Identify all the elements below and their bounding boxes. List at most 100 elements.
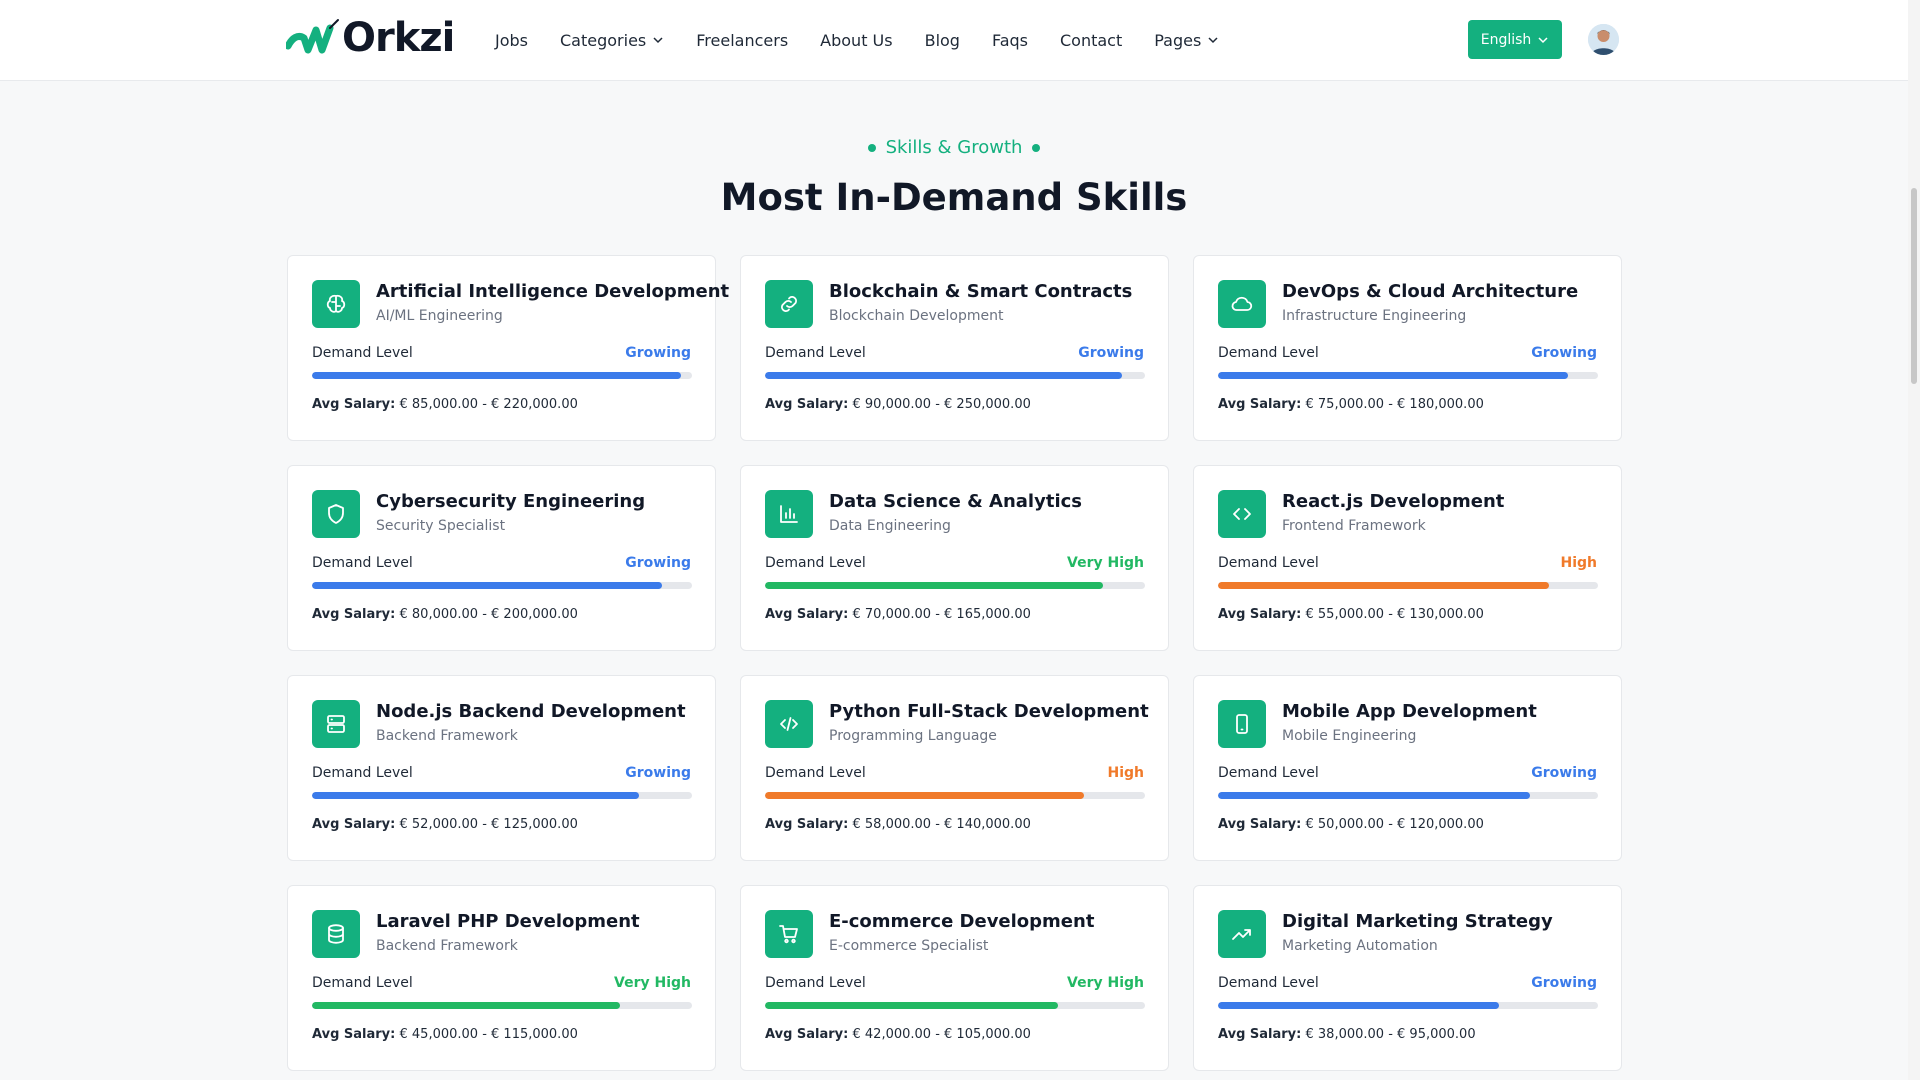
demand-progress-fill (1218, 1002, 1500, 1009)
demand-progress-bar (1218, 792, 1598, 799)
demand-progress-bar (765, 582, 1145, 589)
language-label: English (1480, 31, 1532, 48)
nav-contact[interactable]: Contact (1060, 31, 1122, 50)
avg-salary: Avg Salary: € 38,000.00 - € 95,000.00 (1218, 1027, 1476, 1042)
nav-blog[interactable]: Blog (925, 31, 960, 50)
skill-category: Backend Framework (376, 728, 518, 744)
demand-level-label: Demand Level (312, 765, 413, 781)
demand-progress-fill (1218, 792, 1530, 799)
skill-category: Programming Language (829, 728, 997, 744)
skill-card[interactable]: E-commerce Development E-commerce Specia… (740, 885, 1169, 1071)
avg-salary-value: € 80,000.00 - € 200,000.00 (399, 607, 578, 622)
demand-level-label: Demand Level (765, 345, 866, 361)
demand-level-label: Demand Level (312, 555, 413, 571)
demand-level-value: Growing (625, 555, 691, 571)
skill-card[interactable]: Node.js Backend Development Backend Fram… (287, 675, 716, 861)
skill-card[interactable]: Blockchain & Smart Contracts Blockchain … (740, 255, 1169, 441)
demand-progress-bar (312, 372, 692, 379)
nav-categories[interactable]: Categories (560, 31, 664, 50)
section-title: Most In-Demand Skills (720, 176, 1188, 219)
demand-level-value: High (1107, 765, 1144, 781)
section-eyebrow: Skills & Growth (0, 137, 1908, 158)
demand-progress-bar (1218, 582, 1598, 589)
demand-progress-bar (765, 1002, 1145, 1009)
skill-card[interactable]: Cybersecurity Engineering Security Speci… (287, 465, 716, 651)
avg-salary-value: € 90,000.00 - € 250,000.00 (852, 397, 1031, 412)
avg-salary-label: Avg Salary: (312, 397, 396, 412)
skill-name: Mobile App Development (1282, 701, 1537, 722)
scrollbar-thumb[interactable] (1911, 188, 1917, 384)
nav-pages[interactable]: Pages (1154, 31, 1219, 50)
skill-category: Blockchain Development (829, 308, 1004, 324)
skill-card[interactable]: Data Science & Analytics Data Engineerin… (740, 465, 1169, 651)
dot-icon (867, 143, 876, 152)
avg-salary-label: Avg Salary: (1218, 1027, 1302, 1042)
demand-progress-fill (765, 372, 1123, 379)
nav-faqs[interactable]: Faqs (992, 31, 1028, 50)
user-avatar[interactable] (1588, 24, 1619, 55)
nav-label: Freelancers (696, 30, 789, 50)
avg-salary: Avg Salary: € 90,000.00 - € 250,000.00 (765, 397, 1031, 412)
nav-label: Blog (924, 30, 960, 50)
skill-name: Node.js Backend Development (376, 701, 686, 722)
avg-salary: Avg Salary: € 70,000.00 - € 165,000.00 (765, 607, 1031, 622)
skill-card[interactable]: Artificial Intelligence Development AI/M… (287, 255, 729, 441)
nav-label: Pages (1154, 30, 1202, 50)
avg-salary-value: € 55,000.00 - € 130,000.00 (1305, 607, 1484, 622)
avg-salary-value: € 42,000.00 - € 105,000.00 (852, 1027, 1031, 1042)
database-icon (312, 910, 360, 958)
avg-salary: Avg Salary: € 42,000.00 - € 105,000.00 (765, 1027, 1031, 1042)
code-icon (1218, 490, 1266, 538)
avg-salary-value: € 70,000.00 - € 165,000.00 (852, 607, 1031, 622)
skill-category: E-commerce Specialist (829, 938, 989, 954)
avg-salary-value: € 50,000.00 - € 120,000.00 (1305, 817, 1484, 832)
page-scrollbar[interactable] (1908, 0, 1920, 1080)
avg-salary: Avg Salary: € 52,000.00 - € 125,000.00 (312, 817, 578, 832)
server-icon (312, 700, 360, 748)
avg-salary: Avg Salary: € 80,000.00 - € 200,000.00 (312, 607, 578, 622)
language-select-button[interactable]: English (1468, 20, 1562, 59)
site-logo[interactable]: Orkzi (284, 15, 455, 61)
demand-level-value: High (1560, 555, 1597, 571)
demand-progress-fill (765, 792, 1085, 799)
skill-category: Infrastructure Engineering (1282, 308, 1467, 324)
nav-freelancers[interactable]: Freelancers (696, 31, 788, 50)
demand-progress-fill (1218, 372, 1568, 379)
nav-label: Categories (560, 30, 647, 50)
avg-salary-label: Avg Salary: (1218, 607, 1302, 622)
skill-name: Data Science & Analytics (829, 491, 1082, 512)
skill-category: Mobile Engineering (1282, 728, 1417, 744)
avg-salary-label: Avg Salary: (312, 1027, 396, 1042)
skill-card[interactable]: Mobile App Development Mobile Engineerin… (1193, 675, 1622, 861)
demand-progress-fill (1218, 582, 1549, 589)
demand-level-value: Very High (1067, 555, 1144, 571)
nav-label: Contact (1060, 30, 1123, 50)
skill-card[interactable]: Python Full-Stack Development Programmin… (740, 675, 1169, 861)
skill-category: Security Specialist (376, 518, 506, 534)
skill-card[interactable]: Digital Marketing Strategy Marketing Aut… (1193, 885, 1622, 1071)
logo-mark-icon (284, 16, 348, 60)
demand-level-label: Demand Level (1218, 345, 1319, 361)
avg-salary-label: Avg Salary: (765, 397, 849, 412)
demand-level-value: Very High (1067, 975, 1144, 991)
demand-level-value: Growing (625, 765, 691, 781)
skill-card[interactable]: DevOps & Cloud Architecture Infrastructu… (1193, 255, 1622, 441)
logo-text: Orkzi (342, 15, 455, 61)
nav-about-us[interactable]: About Us (820, 31, 892, 50)
demand-level-label: Demand Level (1218, 555, 1319, 571)
avg-salary-label: Avg Salary: (312, 817, 396, 832)
shield-icon (312, 490, 360, 538)
skill-card[interactable]: Laravel PHP Development Backend Framewor… (287, 885, 716, 1071)
avg-salary-value: € 58,000.00 - € 140,000.00 (852, 817, 1031, 832)
skill-card[interactable]: React.js Development Frontend Framework … (1193, 465, 1622, 651)
trending-up-icon (1218, 910, 1266, 958)
eyebrow-label: Skills & Growth (885, 137, 1023, 158)
skill-name: Blockchain & Smart Contracts (829, 281, 1133, 302)
avg-salary: Avg Salary: € 75,000.00 - € 180,000.00 (1218, 397, 1484, 412)
nav-jobs[interactable]: Jobs (495, 31, 528, 50)
avg-salary-label: Avg Salary: (1218, 817, 1302, 832)
skill-name: React.js Development (1282, 491, 1505, 512)
dot-icon (1032, 143, 1041, 152)
demand-progress-bar (312, 792, 692, 799)
brain-icon (312, 280, 360, 328)
